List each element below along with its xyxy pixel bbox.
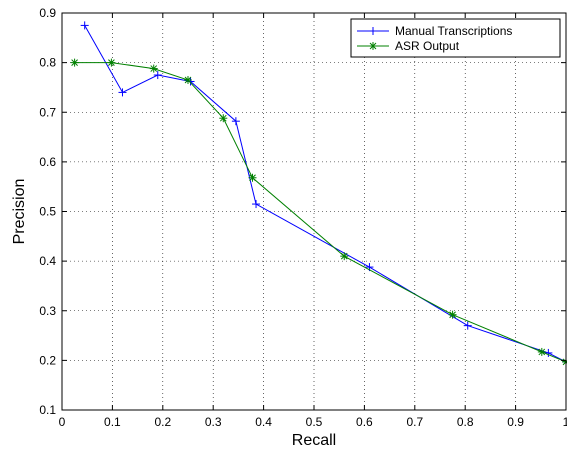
data-point <box>248 173 257 182</box>
x-tick-label: 0.3 <box>205 415 222 429</box>
x-tick-label: 0 <box>59 415 66 429</box>
y-tick-label: 0.9 <box>39 6 56 20</box>
legend-entry: Manual Transcriptions <box>357 24 512 38</box>
x-tick-label: 0.7 <box>406 415 423 429</box>
x-tick-label: 0.9 <box>507 415 524 429</box>
x-tick-label: 0.8 <box>457 415 474 429</box>
data-point <box>340 252 349 261</box>
series-layer <box>70 21 567 366</box>
x-tick-label: 1 <box>563 415 567 429</box>
data-point <box>153 71 162 80</box>
x-axis-label: Recall <box>292 432 336 449</box>
data-point <box>70 58 79 67</box>
y-tick-label: 0.8 <box>39 56 56 70</box>
series-asr-output <box>70 58 567 366</box>
data-point <box>118 88 127 97</box>
data-point <box>231 117 240 126</box>
series-line <box>74 62 567 363</box>
y-tick-label: 0.3 <box>39 304 56 318</box>
y-axis-label: Precision <box>11 179 28 245</box>
data-point <box>107 58 116 67</box>
y-tick-label: 0.6 <box>39 155 56 169</box>
legend-label: Manual Transcriptions <box>395 24 512 38</box>
data-point <box>544 348 553 357</box>
legend-box <box>350 18 561 58</box>
data-point <box>369 42 377 50</box>
y-tick-label: 0.4 <box>39 254 56 268</box>
legend-label: ASR Output <box>395 39 460 53</box>
data-point <box>149 64 158 73</box>
legend-entry: ASR Output <box>357 39 460 53</box>
series-line <box>84 25 567 363</box>
grid <box>62 13 566 410</box>
y-tick-label: 0.2 <box>39 353 56 367</box>
y-tick-label: 0.5 <box>39 205 56 219</box>
x-tick-label: 0.1 <box>104 415 121 429</box>
data-point <box>252 200 261 209</box>
series-manual-transcriptions <box>80 21 567 366</box>
data-point <box>184 75 192 84</box>
x-tick-label: 0.6 <box>356 415 373 429</box>
data-point <box>448 310 457 319</box>
data-point <box>463 321 472 330</box>
x-tick-label: 0.4 <box>255 415 272 429</box>
y-tick-label: 0.1 <box>39 403 56 417</box>
data-point <box>219 114 228 123</box>
data-point <box>369 27 377 35</box>
data-point <box>80 21 89 30</box>
axis-ticks: 0 0.1 0.2 0.3 0.4 0.5 0.6 0.7 0.8 0.9 10.10.20.30.… <box>39 6 567 429</box>
y-tick-label: 0.7 <box>39 105 56 119</box>
data-point <box>537 347 546 356</box>
x-tick-label: 0.2 <box>154 415 171 429</box>
x-tick-label: 0.5 <box>306 415 323 429</box>
